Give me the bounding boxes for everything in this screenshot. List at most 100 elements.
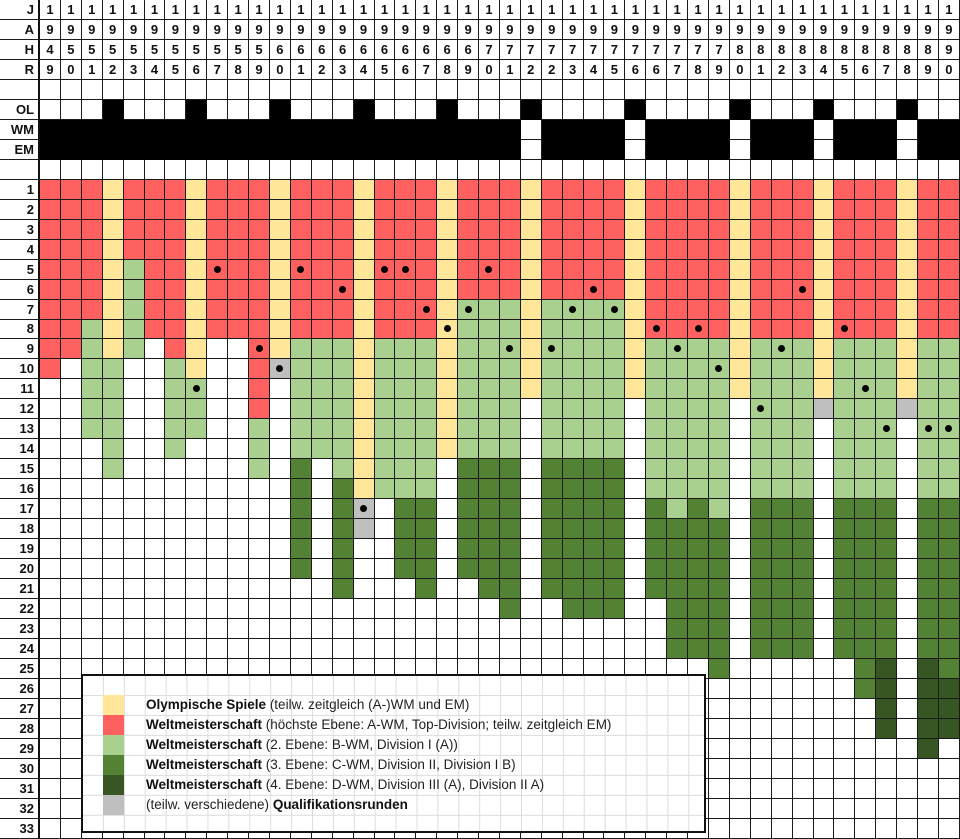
year-digit: 5 (604, 59, 626, 80)
placement-cell (186, 479, 208, 500)
placement-cell (144, 559, 166, 580)
spacer-mid-cell (541, 159, 563, 180)
placement-cell (562, 459, 584, 480)
placement-cell (437, 639, 459, 659)
placement-cell (583, 359, 605, 380)
placement-cell (40, 359, 61, 380)
placement-cell (876, 499, 898, 520)
placement-cell (855, 279, 877, 300)
host-marker-dot (213, 265, 221, 273)
event-em-marker (646, 139, 668, 160)
event-wm-marker (625, 119, 647, 140)
placement-cell (750, 339, 772, 360)
placement-cell (729, 419, 751, 440)
placement-cell (40, 199, 61, 220)
placement-cell (60, 798, 82, 819)
placement-cell (60, 639, 82, 659)
placement-cell (186, 499, 208, 520)
placement-cell (897, 798, 919, 819)
placement-cell (938, 379, 960, 400)
placement-cell (876, 299, 898, 320)
placement-cell (499, 639, 521, 659)
placement-cell (688, 459, 709, 480)
placement-cell (311, 219, 333, 240)
placement-cell (458, 619, 480, 639)
year-digit: 1 (855, 0, 877, 20)
placement-cell (520, 479, 542, 500)
placement-cell (876, 399, 898, 420)
placement-cell (81, 219, 103, 240)
event-wm-marker (750, 119, 772, 140)
placement-cell (520, 399, 542, 420)
event-em-marker (604, 139, 626, 160)
placement-cell (729, 199, 751, 220)
placement-cell (81, 439, 103, 460)
legend-swatch (103, 775, 124, 795)
host-marker-dot (778, 345, 786, 353)
event-wm-marker (876, 119, 898, 140)
placement-cell (207, 179, 229, 200)
placement-cell (60, 279, 82, 300)
year-digit: 1 (918, 0, 939, 20)
placement-cell (479, 539, 500, 560)
placement-cell (437, 279, 459, 300)
event-em-marker (269, 139, 291, 160)
spacer-top-cell (918, 79, 939, 100)
placement-cell (374, 639, 396, 659)
host-marker-dot (360, 505, 368, 513)
placement-cell (562, 579, 584, 600)
placement-cell (437, 419, 459, 440)
placement-cell (479, 319, 500, 340)
placement-cell (604, 259, 626, 280)
placement-cell (771, 259, 793, 280)
spacer-top-cell (813, 79, 835, 100)
placement-cell (709, 619, 730, 639)
placement-cell (688, 579, 709, 600)
year-digit: 3 (332, 59, 354, 80)
year-digit: 1 (60, 0, 82, 20)
host-marker-dot (255, 345, 263, 353)
placement-cell (437, 559, 459, 580)
placement-cell (897, 239, 919, 260)
year-digit: 7 (562, 39, 584, 60)
placement-cell (40, 678, 61, 699)
rank-label: 23 (0, 619, 40, 639)
placement-cell (353, 379, 375, 400)
placement-cell (667, 439, 689, 460)
placement-cell (709, 179, 730, 200)
legend-label: Weltmeisterschaft (höchste Ebene: A-WM, … (146, 715, 611, 735)
year-digit: 4 (144, 59, 166, 80)
placement-cell (771, 399, 793, 420)
year-digit: 0 (479, 59, 500, 80)
year-digit: 7 (667, 59, 689, 80)
placement-cell (855, 419, 877, 440)
spacer-top-cell (437, 79, 459, 100)
placement-cell (583, 519, 605, 540)
placement-cell (709, 279, 730, 300)
placement-cell (40, 579, 61, 600)
placement-cell (729, 459, 751, 480)
placement-cell (918, 539, 939, 560)
placement-cell (667, 299, 689, 320)
placement-cell (918, 658, 939, 679)
event-ol-marker (918, 99, 939, 120)
placement-cell (123, 239, 145, 260)
placement-cell (416, 199, 438, 220)
year-digit: 1 (771, 0, 793, 20)
year-digit: 7 (520, 39, 542, 60)
year-digit: 9 (729, 19, 751, 40)
placement-cell (771, 239, 793, 260)
placement-cell (918, 379, 939, 400)
placement-cell (918, 718, 939, 739)
event-em-marker (332, 139, 354, 160)
placement-cell (249, 319, 270, 340)
spacer-mid-cell (353, 159, 375, 180)
placement-cell (750, 219, 772, 240)
placement-cell (416, 459, 438, 480)
placement-cell (207, 479, 229, 500)
placement-cell (792, 339, 814, 360)
spacer-top-cell (102, 79, 124, 100)
placement-cell (102, 499, 124, 520)
placement-cell (750, 259, 772, 280)
placement-cell (876, 539, 898, 560)
